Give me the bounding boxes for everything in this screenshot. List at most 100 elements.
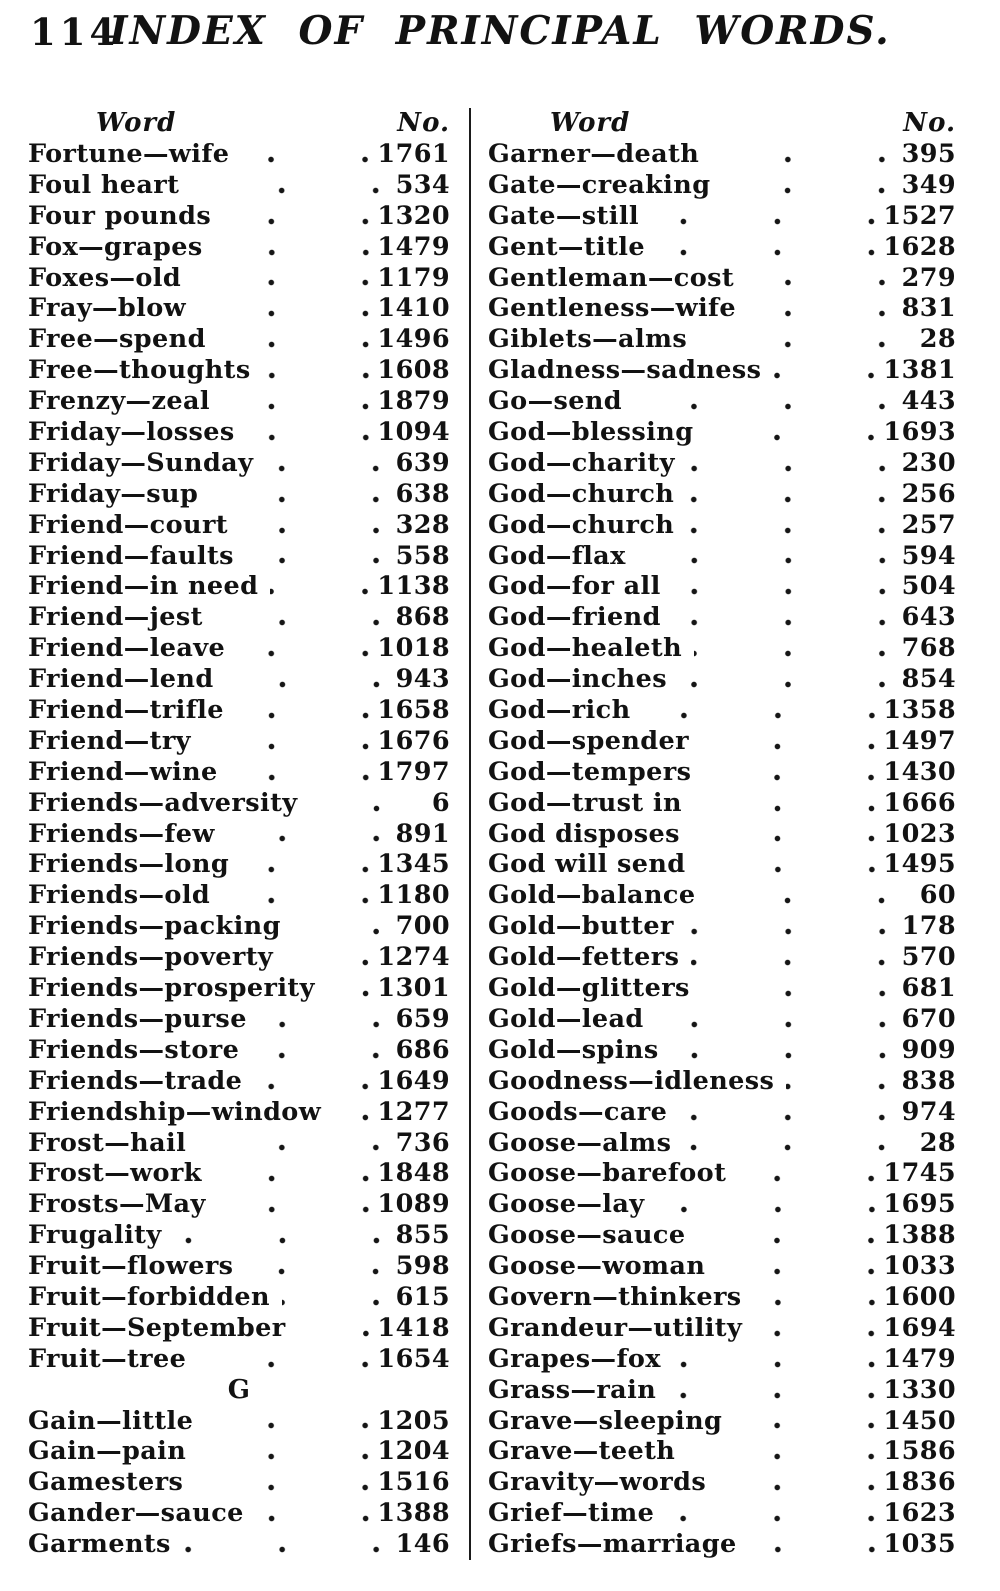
entry-number: 1180 [377,880,450,911]
dot-leader [686,525,890,535]
entry-number: 256 [901,478,956,509]
dot-leader [191,185,384,195]
entry-word: Free—thoughts [28,355,251,386]
index-entry-row: Gate—still 1527 [488,201,956,232]
entry-number: 1694 [883,1312,956,1343]
index-entry-row: God—charity 230 [488,448,956,479]
index-entry-row: Friend—wine 1797 [28,757,450,788]
dot-leader [262,371,374,381]
dot-leader [245,1266,384,1276]
index-entry-row: Friend—court 328 [28,510,450,541]
dot-leader [254,1081,374,1091]
dot-leader [656,1205,880,1215]
entry-word: Gravity—words [488,1467,707,1498]
dot-leader [686,463,890,473]
entry-number: 1381 [883,355,956,386]
dot-leader [173,1236,384,1246]
entry-number: 855 [395,1220,450,1251]
index-entry-row: Goose—lay 1695 [488,1189,956,1220]
entry-word: Gold—glitters [488,973,690,1004]
dot-leader [701,988,890,998]
index-entry-row: Grave—teeth 1586 [488,1436,956,1467]
entry-word: Goose—sauce [488,1220,686,1251]
dot-leader [270,587,374,597]
entry-number: 700 [395,911,450,942]
dot-leader [691,958,890,968]
entry-word: Goods—care [488,1096,668,1127]
dot-leader [251,1050,384,1060]
index-entry-row: Garments 146 [28,1529,450,1560]
index-entry-row: Gentleness—wife 831 [488,293,956,324]
dot-leader [285,958,374,968]
entry-number: 1358 [883,695,956,726]
dot-leader [245,556,384,566]
entry-word: Gain—pain [28,1436,187,1467]
index-entry-row: Gander—sauce 1388 [28,1498,450,1529]
entry-number: 943 [395,664,450,695]
entry-number: 1628 [883,231,956,262]
dot-leader [694,649,890,659]
index-entry-row: Frugality 855 [28,1220,450,1251]
entry-word: Grief—time [488,1498,655,1529]
entry-word: Friend—jest [28,602,203,633]
entry-number: 28 [919,324,956,355]
word-column-header: Word [96,108,177,138]
entry-number: 1666 [883,787,956,818]
entry-number: 1388 [883,1220,956,1251]
entry-word: God—blessing [488,417,694,448]
index-entry-row: Gent—title 1628 [488,232,956,263]
entry-word: Gate—creaking [488,169,711,200]
index-entry-row: Gold—spins 909 [488,1035,956,1066]
entry-number: 838 [901,1065,956,1096]
dot-leader [711,154,890,164]
dot-leader [672,587,890,597]
entry-number: 854 [901,664,956,695]
entry-number: 1138 [377,571,450,602]
page-header: 114 INDEX OF PRINCIPAL WORDS. [0,0,1000,84]
entry-word: Friends—poverty [28,942,274,973]
index-entry-row: Foul heart 534 [28,170,450,201]
dot-leader [281,1297,384,1307]
entry-word: Friends—packing [28,911,281,942]
dot-leader [265,463,384,473]
index-entry-row: God—healeth 768 [488,633,956,664]
entry-number: 1277 [377,1096,450,1127]
page-title: INDEX OF PRINCIPAL WORDS. [109,8,891,54]
entry-number: 1388 [377,1498,450,1529]
index-column-left: Word No. Fortune—wife 1761 Foul heart 534 Fo… [28,108,469,1560]
index-entry-row: Gamesters 1516 [28,1467,450,1498]
entry-word: Friends—few [28,818,215,849]
entry-number: 868 [395,602,450,633]
index-entry-row: Gold—glitters 681 [488,973,956,1004]
dot-leader [226,834,384,844]
index-entry-row: Grief—time 1623 [488,1498,956,1529]
dot-leader [655,1019,890,1029]
entry-word: Fruit—September [28,1312,286,1343]
entry-word: God—inches [488,664,667,695]
entry-word: Friends—purse [28,1003,247,1034]
dot-leader [297,1328,374,1338]
dot-leader [734,1421,880,1431]
dot-leader [773,371,880,381]
entry-number: 1623 [883,1498,956,1529]
entry-number: 534 [395,169,450,200]
entry-number: 178 [901,911,956,942]
entry-number: 1516 [377,1467,450,1498]
entry-word: Gamesters [28,1467,184,1498]
index-entry-row: Friends—packing 700 [28,911,450,942]
entry-number: 598 [395,1251,450,1282]
entry-number: 1023 [883,818,956,849]
index-entry-row: Govern—thinkers 1600 [488,1282,956,1313]
column-header-right: Word No. [488,108,956,139]
dot-leader [672,1359,880,1369]
index-entry-row: Friends—few 891 [28,819,450,850]
entry-word: Gladness—sadness [488,355,762,386]
entry-word: Frugality [28,1220,162,1251]
word-column-header: Word [550,108,631,138]
entry-word: Gentleness—wife [488,293,737,324]
entry-word: Govern—thinkers [488,1281,742,1312]
entry-word: Gate—still [488,200,639,231]
entry-word: Four pounds [28,200,212,231]
index-entry-row: Fruit—forbidden 615 [28,1282,450,1313]
